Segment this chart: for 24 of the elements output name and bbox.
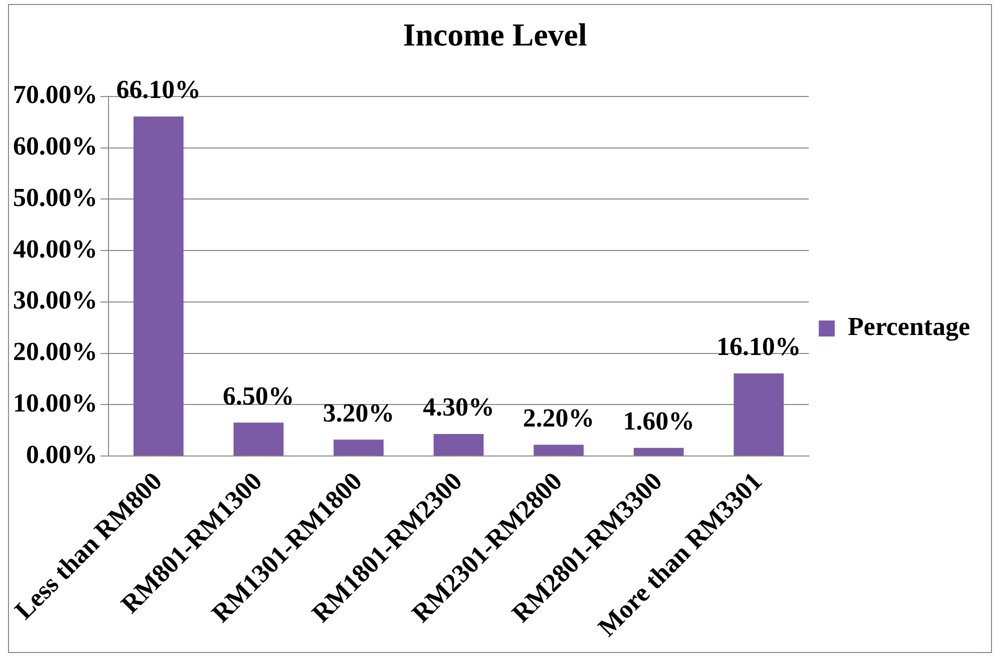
text: 66.10% xyxy=(116,75,201,104)
text: 16.10% xyxy=(716,332,801,362)
y-tick-label: 30.00% xyxy=(13,286,98,315)
bar xyxy=(134,116,184,456)
y-tick-label: 10.00% xyxy=(13,388,98,418)
text: 2.20% xyxy=(522,403,594,432)
y-tick-label: 20.00% xyxy=(13,337,98,366)
y-tick-label: 40.00% xyxy=(13,234,98,264)
text: 6.50% xyxy=(222,381,294,410)
legend-label: Percentage xyxy=(848,312,970,342)
y-tick-label: 60.00% xyxy=(13,131,98,160)
chart-title: Income Level xyxy=(403,16,588,52)
y-tick-label: 50.00% xyxy=(13,182,98,212)
bar xyxy=(634,448,684,456)
bar xyxy=(234,422,284,456)
text: 4.30% xyxy=(422,392,494,422)
bar xyxy=(734,373,784,456)
bar xyxy=(434,434,484,456)
y-tick-label: 70.00% xyxy=(13,80,98,110)
bar xyxy=(534,444,584,456)
text: 1.60% xyxy=(622,406,694,436)
bar xyxy=(334,440,384,456)
y-tick-label: 0.00% xyxy=(26,440,98,469)
text: 3.20% xyxy=(322,398,394,428)
